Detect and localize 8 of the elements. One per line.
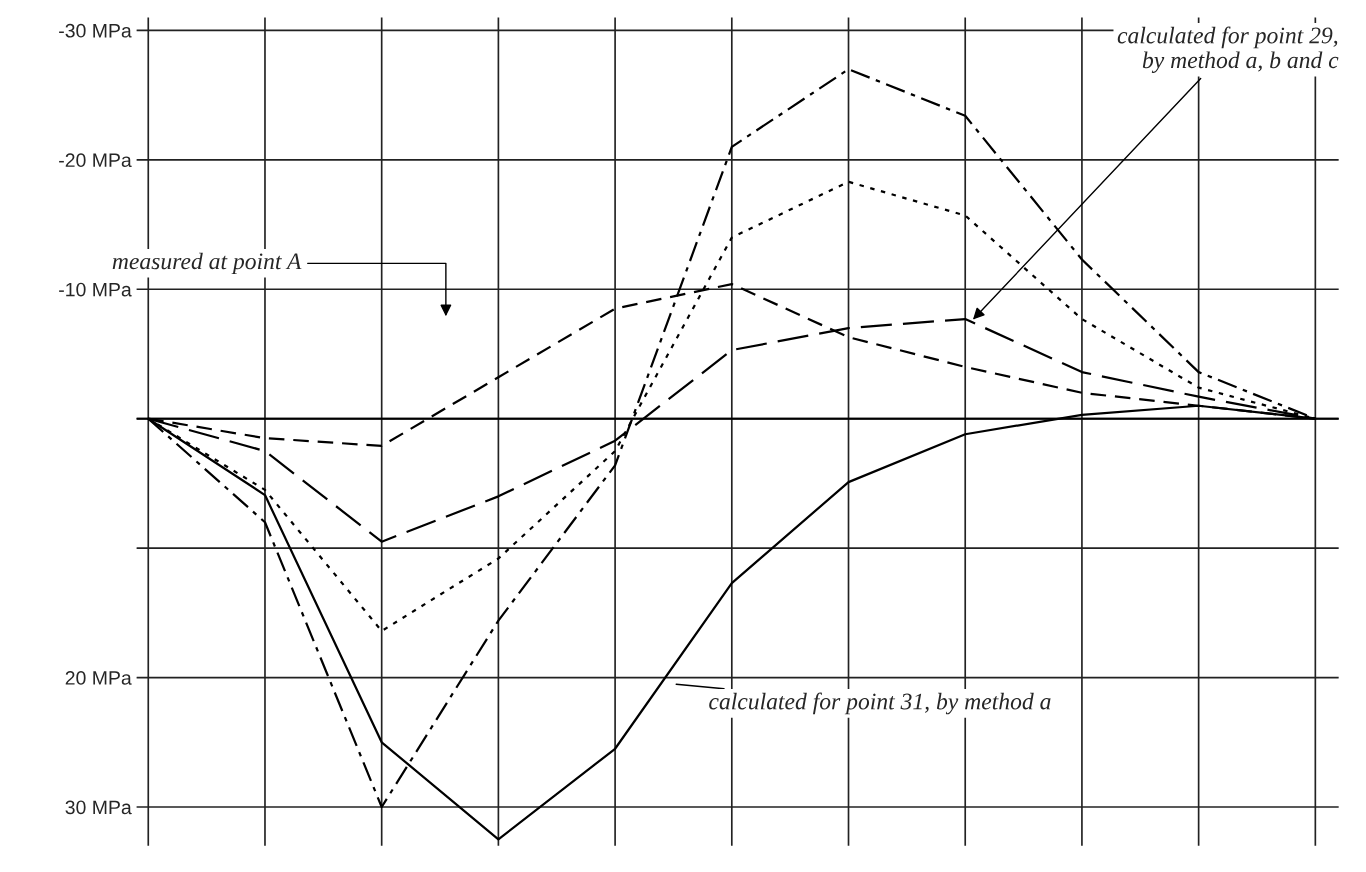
annotation: calculated for point 29, by method a, b and c <box>1117 26 1339 73</box>
y-tick-label: -30 MPa <box>59 23 132 38</box>
y-tick-label: 20 MPa <box>65 671 132 685</box>
y-tick-label: -20 MPa <box>59 153 132 168</box>
annotation: calculated for point 31, by method a <box>709 692 1051 715</box>
y-tick-label: 30 MPa <box>65 800 132 815</box>
annotation: measured at point A <box>112 252 302 275</box>
y-tick-label: -10 MPa <box>59 282 132 297</box>
